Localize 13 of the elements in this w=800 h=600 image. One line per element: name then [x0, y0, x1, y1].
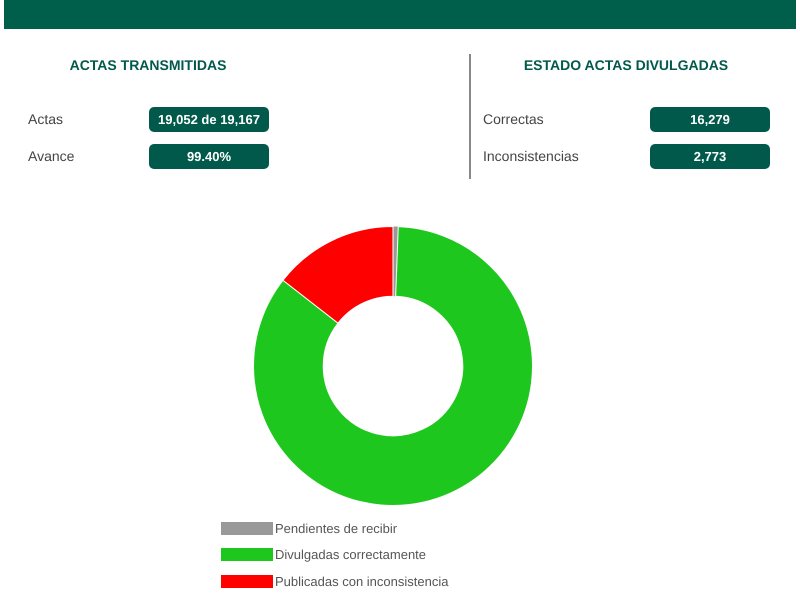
text: Actas	[28, 111, 64, 127]
legend-label: Divulgadas correctamente	[275, 547, 426, 562]
legend-label: Pendientes de recibir	[275, 520, 398, 536]
legend-label: Publicadas con inconsistencia	[275, 574, 448, 589]
text: 19,052 de 19,167	[149, 107, 269, 132]
text: 99.40%	[149, 144, 269, 169]
text: ACTAS TRANSMITIDAS	[68, 57, 228, 73]
text: 2,773	[650, 144, 770, 169]
text: Correctas	[483, 111, 544, 127]
text: Inconsistencias	[483, 148, 579, 164]
text: ESTADO ACTAS DIVULGADAS	[522, 57, 730, 73]
text: Avance	[28, 148, 74, 164]
text: 16,279	[650, 107, 770, 132]
